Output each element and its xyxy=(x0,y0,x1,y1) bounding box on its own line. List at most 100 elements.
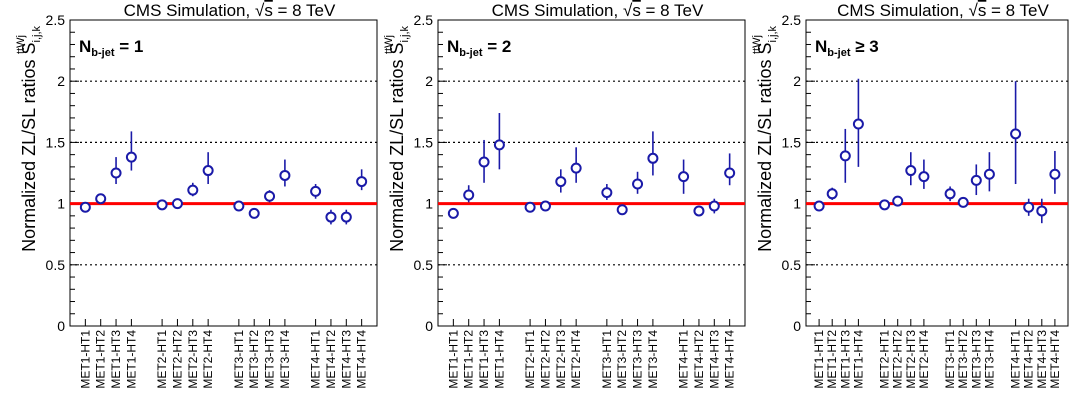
chart-title-suffix: = 8 TeV xyxy=(986,1,1049,20)
x-category-label: MET2-HT2 xyxy=(891,330,905,389)
panel-label-relation: ≥ 3 xyxy=(851,37,879,56)
y-axis-label-superscript: ttWj xyxy=(15,35,27,54)
y-axis-label: Normalized ZL/SL ratios Si,j,k ttWj xyxy=(751,26,779,252)
x-category-label: MET1-HT3 xyxy=(109,330,123,389)
x-category-label: MET4-HT2 xyxy=(692,330,706,389)
x-category-label: MET1-HT4 xyxy=(492,330,506,389)
x-category-label: MET3-HT4 xyxy=(278,330,292,389)
data-point xyxy=(839,150,851,162)
y-tick-label: 1 xyxy=(57,196,65,212)
x-category-label: MET3-HT1 xyxy=(943,330,957,389)
x-category-label: MET2-HT3 xyxy=(186,330,200,389)
y-tick-label: 0.5 xyxy=(782,257,802,273)
chart-title: CMS Simulation, √s = 8 TeV xyxy=(837,1,1049,20)
data-point xyxy=(879,199,891,211)
x-category-label: MET1-HT2 xyxy=(94,330,108,389)
data-point xyxy=(616,204,628,216)
y-axis-label: Normalized ZL/SL ratios Si,j,k ttWj xyxy=(15,26,43,252)
data-point xyxy=(340,211,352,223)
y-tick-label: 2.5 xyxy=(46,12,66,28)
y-tick-label: 1.5 xyxy=(46,134,66,150)
x-category-label: MET4-HT1 xyxy=(309,330,323,389)
data-point xyxy=(983,168,995,180)
y-tick-label: 0 xyxy=(57,318,65,334)
data-point xyxy=(852,118,864,130)
x-category-label: MET2-HT3 xyxy=(554,330,568,389)
data-point xyxy=(493,139,505,151)
data-point xyxy=(905,165,917,177)
y-tick-label: 0 xyxy=(793,318,801,334)
x-category-label: MET4-HT1 xyxy=(677,330,691,389)
data-point xyxy=(826,188,838,200)
panel-label: Nb-jet = 1 xyxy=(79,37,143,59)
data-point xyxy=(1049,168,1061,180)
data-point xyxy=(463,189,475,201)
x-category-label: MET2-HT1 xyxy=(523,330,537,389)
x-category-label: MET1-HT4 xyxy=(124,330,138,389)
chart-title: CMS Simulation, √s = 8 TeV xyxy=(124,1,336,20)
data-point xyxy=(647,152,659,164)
x-category-label: MET3-HT3 xyxy=(631,330,645,389)
plot-frame xyxy=(805,19,1069,327)
x-category-label: MET4-HT3 xyxy=(1035,330,1049,389)
y-axis-label-superscript: ttWj xyxy=(383,35,395,54)
data-point xyxy=(555,176,567,188)
data-point xyxy=(110,167,122,179)
y-axis-label-subscript: i,j,k xyxy=(31,26,43,43)
y-axis-label-text: Normalized ZL/SL ratios S xyxy=(19,43,39,252)
sqrt-symbol: √ xyxy=(623,1,633,20)
x-category-label: MET3-HT2 xyxy=(247,330,261,389)
x-category-label: MET3-HT4 xyxy=(982,330,996,389)
chart-title-root: s xyxy=(978,1,987,20)
data-point xyxy=(708,200,720,212)
x-category-label: MET2-HT2 xyxy=(538,330,552,389)
x-category-label: MET4-HT2 xyxy=(1022,330,1036,389)
x-category-label: MET2-HT1 xyxy=(878,330,892,389)
x-category-label: MET1-HT1 xyxy=(446,330,460,389)
data-point xyxy=(1023,201,1035,213)
data-point xyxy=(447,207,459,219)
data-point xyxy=(356,176,368,188)
y-tick-label: 2 xyxy=(793,73,801,89)
data-point xyxy=(125,151,137,163)
x-category-label: MET1-HT2 xyxy=(825,330,839,389)
data-point xyxy=(95,193,107,205)
sqrt-symbol: √ xyxy=(968,1,978,20)
y-tick-label: 0 xyxy=(425,318,433,334)
x-category-label: MET4-HT1 xyxy=(1009,330,1023,389)
data-point xyxy=(1036,205,1048,217)
panel-label: Nb-jet = 2 xyxy=(447,37,511,59)
y-tick-label: 0.5 xyxy=(46,257,66,273)
data-point xyxy=(693,205,705,217)
x-category-label: MET2-HT2 xyxy=(170,330,184,389)
data-point xyxy=(187,184,199,196)
y-axis-label-text: Normalized ZL/SL ratios S xyxy=(755,43,775,252)
x-category-label: MET2-HT4 xyxy=(201,330,215,389)
data-point xyxy=(79,201,91,213)
y-tick-label: 2.5 xyxy=(414,12,434,28)
x-category-label: MET4-HT4 xyxy=(1048,330,1062,389)
data-point xyxy=(233,200,245,212)
data-point xyxy=(601,187,613,199)
data-point xyxy=(524,201,536,213)
y-tick-label: 2 xyxy=(425,73,433,89)
x-category-label: MET3-HT2 xyxy=(956,330,970,389)
y-axis-label-subscript: i,j,k xyxy=(767,26,779,43)
data-point xyxy=(632,178,644,190)
data-point xyxy=(279,169,291,181)
data-point xyxy=(202,165,214,177)
panel-label-main: N xyxy=(79,37,91,56)
data-point xyxy=(813,200,825,212)
y-axis-label-superscript: ttWj xyxy=(751,35,763,54)
y-tick-label: 2 xyxy=(57,73,65,89)
data-point xyxy=(171,198,183,210)
chart-title-suffix: = 8 TeV xyxy=(641,1,704,20)
x-category-label: MET4-HT4 xyxy=(723,330,737,389)
x-category-label: MET4-HT2 xyxy=(324,330,338,389)
x-category-label: MET2-HT4 xyxy=(569,330,583,389)
chart-panel-1: CMS Simulation, √s = 8 TeV00.511.522.5No… xyxy=(15,1,378,389)
data-point xyxy=(248,207,260,219)
data-point xyxy=(156,199,168,211)
